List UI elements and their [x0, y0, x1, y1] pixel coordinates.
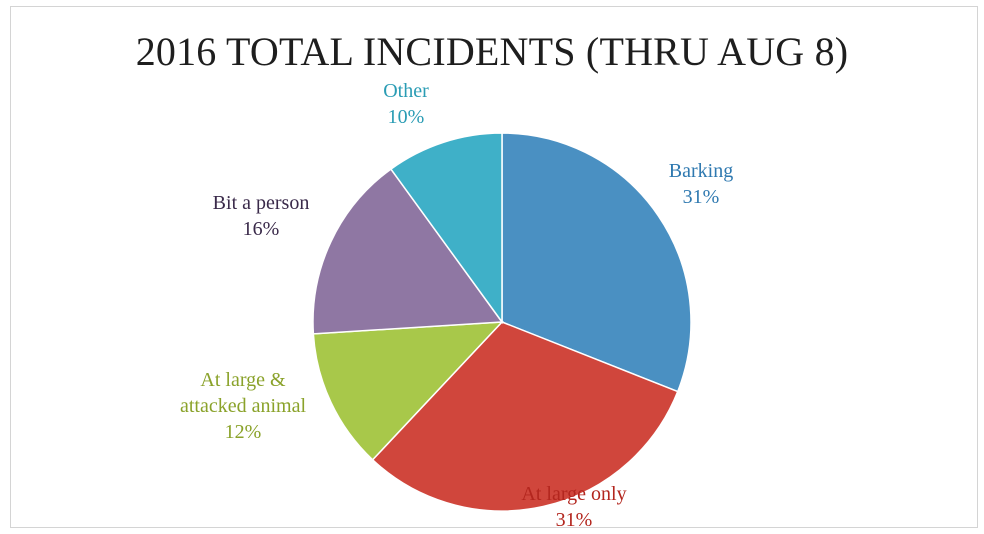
- slice-label-at-large-attacked-animal: At large & attacked animal 12%: [180, 367, 306, 445]
- slice-label-at-large-only: At large only 31%: [521, 481, 626, 533]
- slice-percent-text: 31%: [682, 186, 720, 208]
- pie-slice-at-large-attacked-animal: [312, 321, 504, 461]
- pie-slice-at-large-only: [371, 321, 679, 512]
- pie-slice-barking: [501, 132, 692, 393]
- slice-percent-text: 31%: [555, 509, 593, 531]
- slice-label-barking: Barking 31%: [669, 158, 733, 210]
- slice-percent-text: 12%: [224, 421, 262, 443]
- slice-category-text: Other: [383, 80, 429, 102]
- slice-category-text: Barking: [668, 160, 734, 182]
- slice-label-other: Other 10%: [383, 78, 429, 130]
- slice-percent-text: 10%: [387, 106, 425, 128]
- slice-category-text: attacked animal: [179, 395, 307, 417]
- slice-category-text: Bit a person: [212, 192, 310, 214]
- pie-slice-bit-a-person: [312, 168, 504, 335]
- slice-percent-text: 16%: [242, 218, 280, 240]
- slice-category-text: At large only: [521, 483, 627, 505]
- slice-category-text: At large &: [200, 369, 286, 391]
- slice-label-bit-a-person: Bit a person 16%: [213, 190, 310, 242]
- chart-title: 2016 TOTAL INCIDENTS (THRU AUG 8): [135, 29, 849, 74]
- pie-slice-other: [389, 132, 503, 325]
